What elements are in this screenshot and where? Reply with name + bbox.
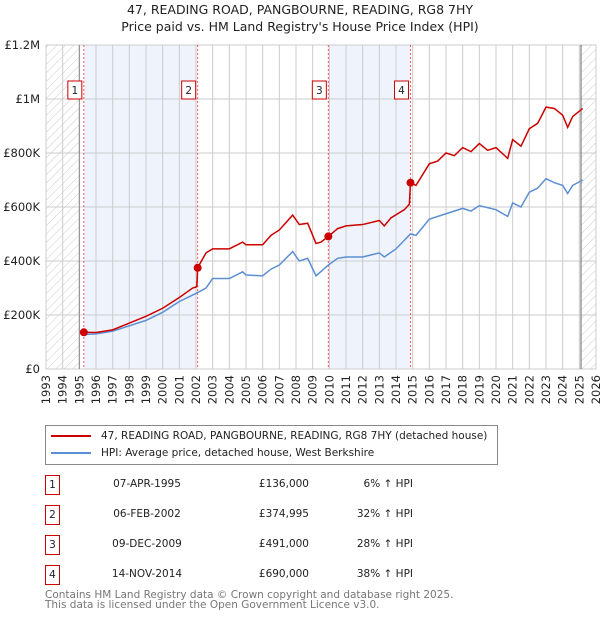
x-tick-label: 2021 xyxy=(506,375,520,404)
x-tick-label: 2020 xyxy=(489,375,503,404)
legend-item-hpi: HPI: Average price, detached house, West… xyxy=(51,445,374,461)
hpi-diff: 32% ↑ HPI xyxy=(356,508,413,520)
hpi-diff: 28% ↑ HPI xyxy=(356,538,413,550)
price: £136,000 xyxy=(258,478,309,490)
y-tick-label: £200K xyxy=(3,308,40,322)
x-tick-label: 2006 xyxy=(256,375,270,404)
x-tick-label: 2000 xyxy=(156,375,170,404)
x-tick-label: 2017 xyxy=(439,375,453,404)
chart-title: 47, READING ROAD, PANGBOURNE, READING, R… xyxy=(126,2,473,17)
x-tick-label: 1996 xyxy=(89,375,103,404)
x-tick-label: 1998 xyxy=(122,375,136,404)
x-tick-label: 2001 xyxy=(172,375,186,404)
x-tick-label: 2025 xyxy=(572,375,586,404)
chart-subtitle: Price paid vs. HM Land Registry's House … xyxy=(121,19,479,34)
plot-border xyxy=(45,44,597,370)
blue-line-swatch xyxy=(51,452,91,454)
red-line-swatch xyxy=(51,435,91,437)
date: 09-DEC-2009 xyxy=(112,538,182,550)
date: 14-NOV-2014 xyxy=(111,568,183,580)
x-tick-label: 2016 xyxy=(422,375,436,404)
copyright-text: Contains HM Land Registry data © Crown c… xyxy=(45,589,454,601)
legend-label: 47, READING ROAD, PANGBOURNE, READING, R… xyxy=(101,430,488,442)
x-tick-label: 2013 xyxy=(372,375,386,404)
x-tick-label: 2002 xyxy=(189,375,203,404)
x-tick-label: 2008 xyxy=(289,375,303,404)
x-tick-label: 2023 xyxy=(539,375,553,404)
x-tick-label: 2014 xyxy=(389,375,403,404)
licence-text: This data is licensed under the Open Gov… xyxy=(45,599,380,611)
x-tick-label: 2022 xyxy=(522,375,536,404)
sale-label-box xyxy=(181,80,197,100)
price: £690,000 xyxy=(258,568,309,580)
sale-label-box xyxy=(67,80,83,100)
sale-point xyxy=(406,178,415,187)
hpi-diff: 6% ↑ HPI xyxy=(363,478,413,490)
footer: Contains HM Land Registry data © Crown c… xyxy=(45,589,454,611)
series-line xyxy=(83,177,584,336)
x-tick-label: 2019 xyxy=(472,375,486,404)
x-tick-label: 1995 xyxy=(72,375,86,404)
marker-badge: 1 xyxy=(45,475,60,495)
x-tick-label: 2012 xyxy=(356,375,370,404)
x-tick-label: 2024 xyxy=(556,375,570,404)
hpi-diff: 38% ↑ HPI xyxy=(356,568,413,580)
x-tick-label: 2009 xyxy=(306,375,320,404)
sale-label: 2 xyxy=(185,85,192,97)
sale-point xyxy=(324,232,333,241)
y-tick-label: £1M xyxy=(15,92,40,106)
legend-item-property: 47, READING ROAD, PANGBOURNE, READING, R… xyxy=(51,428,487,444)
x-tick-label: 2026 xyxy=(589,375,600,404)
y-tick-label: £0 xyxy=(25,362,40,376)
sale-point xyxy=(79,328,88,337)
marker-badge: 3 xyxy=(45,535,60,555)
marker-badge: 2 xyxy=(45,505,60,525)
y-tick-label: £800K xyxy=(3,146,40,160)
date: 06-FEB-2002 xyxy=(113,508,181,520)
x-tick-label: 1999 xyxy=(139,375,153,404)
x-tick-label: 2015 xyxy=(406,375,420,404)
sale-label-box xyxy=(311,80,327,100)
legend-label: HPI: Average price, detached house, West… xyxy=(101,447,375,459)
price-chart: 1993 1994 1995 1996 1997 1998 1999 2000 2001 2002… xyxy=(3,38,600,404)
legend: 47, READING ROAD, PANGBOURNE, READING, R… xyxy=(45,425,498,465)
sale-label-box xyxy=(394,80,409,100)
x-tick-label: 1993 xyxy=(39,375,53,404)
x-tick-label: 1994 xyxy=(56,375,70,404)
sale-label: 3 xyxy=(316,85,323,97)
x-tick-label: 2005 xyxy=(239,375,253,404)
x-tick-label: 2003 xyxy=(206,375,220,404)
sale-label: 4 xyxy=(398,85,405,97)
date: 07-APR-1995 xyxy=(113,478,181,490)
y-tick-label: £600K xyxy=(3,200,40,214)
x-tick-label: 2011 xyxy=(339,375,353,404)
sale-point xyxy=(193,263,202,272)
price: £491,000 xyxy=(258,538,309,550)
sale-label: 1 xyxy=(71,85,78,97)
price: £374,995 xyxy=(258,508,309,520)
x-tick-label: 2018 xyxy=(456,375,470,404)
x-tick-label: 1997 xyxy=(106,375,120,404)
x-tick-label: 2004 xyxy=(222,375,236,404)
x-tick-label: 2010 xyxy=(322,375,336,404)
y-tick-label: £400K xyxy=(3,254,40,268)
marker-badge: 4 xyxy=(45,565,60,585)
x-tick-label: 2007 xyxy=(272,375,286,404)
y-tick-label: £1.2M xyxy=(4,38,40,52)
